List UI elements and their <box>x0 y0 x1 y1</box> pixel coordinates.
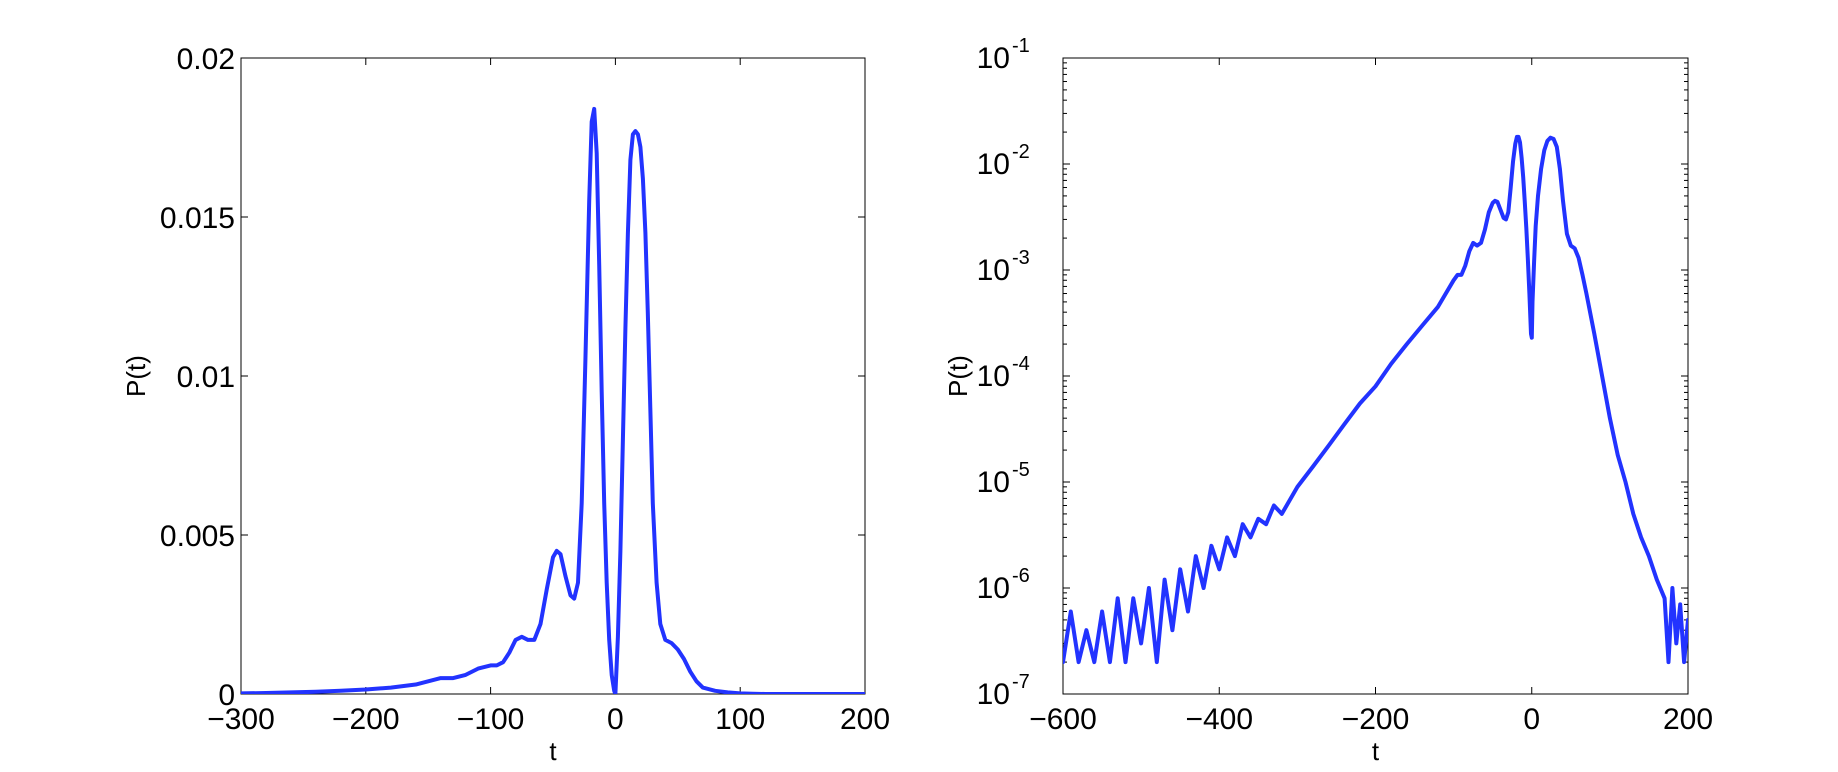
x-tick-label: −300 <box>207 703 275 736</box>
series-line-0 <box>241 106 865 694</box>
y-tick-label-base: 10 <box>977 42 1010 75</box>
y-tick-label: 0 <box>218 679 235 712</box>
series-line-0 <box>1063 134 1688 665</box>
y-tick-label-base: 10 <box>977 360 1010 393</box>
x-tick-label: 200 <box>1663 703 1713 736</box>
y-tick-label: 0.005 <box>160 520 235 553</box>
y-axis-label: P(t) <box>121 355 151 397</box>
x-tick-label: −400 <box>1185 703 1253 736</box>
y-tick-label: 0.015 <box>160 202 235 235</box>
x-tick-label: 0 <box>1523 703 1540 736</box>
y-tick-label-exponent: -3 <box>1012 247 1030 269</box>
x-tick-label: 100 <box>715 703 765 736</box>
plot-frame <box>240 57 866 695</box>
y-tick-label-exponent: -2 <box>1012 141 1030 163</box>
y-tick-label-exponent: -4 <box>1012 353 1030 375</box>
y-tick-label-exponent: -1 <box>1012 35 1030 57</box>
y-tick-label-base: 10 <box>977 148 1010 181</box>
x-tick-label: −100 <box>457 703 525 736</box>
left-linear-plot: −300 −200 −100 0 100 200 0 0.005 0.01 0.015 0.02 t P… <box>121 43 890 766</box>
x-axis-label: t <box>1372 736 1380 766</box>
y-tick-label: 0.01 <box>177 361 235 394</box>
x-tick-label: 0 <box>607 703 624 736</box>
plot-frame <box>1062 57 1689 695</box>
x-tick-label: −200 <box>332 703 400 736</box>
y-tick-label-exponent: -7 <box>1012 671 1030 693</box>
x-tick-label: −600 <box>1029 703 1097 736</box>
y-tick-label-exponent: -5 <box>1012 459 1030 481</box>
x-tick-label: 200 <box>840 703 890 736</box>
y-tick-label-base: 10 <box>977 466 1010 499</box>
right-log-plot: −600 −400 −200 0 20010-710-610-510-410-310-2… <box>943 35 1713 766</box>
y-tick-label-exponent: -6 <box>1012 565 1030 587</box>
y-axis-label: P(t) <box>943 355 973 397</box>
x-tick-label: −200 <box>1342 703 1410 736</box>
y-tick-label-base: 10 <box>977 254 1010 287</box>
y-tick-label-base: 10 <box>977 572 1010 605</box>
x-axis-label: t <box>549 736 557 766</box>
y-tick-label-base: 10 <box>977 678 1010 711</box>
y-tick-label: 0.02 <box>177 43 235 76</box>
